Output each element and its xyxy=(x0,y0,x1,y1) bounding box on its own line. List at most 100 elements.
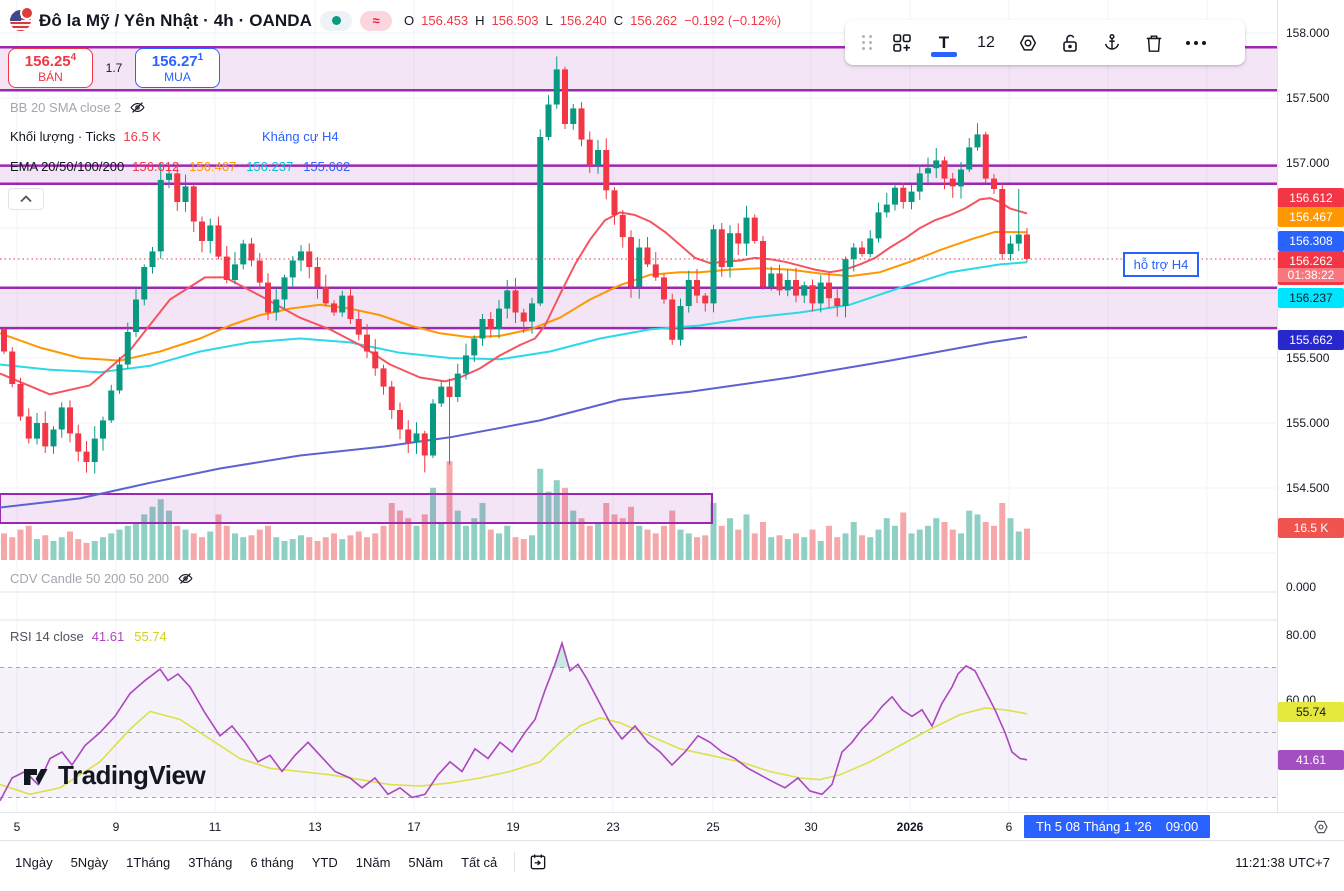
collapse-legend-button[interactable] xyxy=(8,188,44,210)
price-badge: 41.61 xyxy=(1278,750,1344,770)
volume-bar xyxy=(42,535,49,560)
volume-bar xyxy=(223,525,230,560)
candle-body xyxy=(644,247,651,265)
more-options-button[interactable] xyxy=(1175,25,1217,61)
candle-body xyxy=(25,416,32,439)
delete-button[interactable] xyxy=(1133,25,1175,61)
range-button-1năm[interactable]: 1Năm xyxy=(347,849,400,876)
candle-body xyxy=(50,429,57,447)
range-button-5ngày[interactable]: 5Ngày xyxy=(62,849,118,876)
chart-pane[interactable] xyxy=(0,0,1277,812)
volume-bar xyxy=(25,525,32,560)
range-button-1tháng[interactable]: 1Tháng xyxy=(117,849,179,876)
volume-bar xyxy=(487,529,494,560)
clock[interactable]: 11:21:38 UTC+7 xyxy=(1235,854,1330,870)
volume-bar xyxy=(529,535,535,560)
volume-bar xyxy=(628,506,634,560)
candle-body xyxy=(727,233,733,267)
text-color-button[interactable]: T xyxy=(923,25,965,61)
lock-button[interactable] xyxy=(1049,25,1091,61)
symbol-title[interactable]: Đô la Mỹ / Yên Nhật · 4h · OANDA xyxy=(39,10,313,30)
time-tick-label: 11 xyxy=(208,820,222,834)
legend-volume[interactable]: Khối lượng · Ticks 16.5 K xyxy=(10,129,161,144)
candle-body xyxy=(306,251,313,267)
price-badge: 156.612 xyxy=(1278,188,1344,208)
candle-body xyxy=(611,190,618,215)
support-h4-label[interactable]: hỗ trợ H4 xyxy=(1123,252,1199,277)
legend-bb[interactable]: BB 20 SMA close 2 xyxy=(10,99,146,116)
candle-body xyxy=(116,364,123,391)
price-badge: 156.237 xyxy=(1278,288,1344,308)
price-tick-label: 158.000 xyxy=(1286,26,1330,40)
time-axis-settings-button[interactable] xyxy=(1312,818,1330,841)
volume-bar xyxy=(116,529,123,560)
candle-body xyxy=(421,433,428,456)
legend-volume-title: Khối lượng · Ticks xyxy=(10,129,116,144)
range-button-1ngày[interactable]: 1Ngày xyxy=(6,849,62,876)
candle-body xyxy=(883,204,890,213)
volume-bar xyxy=(471,518,478,560)
gear-hexagon-icon xyxy=(1314,820,1328,834)
candle-body xyxy=(215,225,222,257)
volume-bar xyxy=(537,468,544,560)
volume-bar xyxy=(694,537,700,560)
sell-price: 156.254 xyxy=(24,52,77,71)
template-button[interactable] xyxy=(881,25,923,61)
settings-button[interactable] xyxy=(1007,25,1049,61)
volume-bar xyxy=(916,529,923,560)
market-status-pill[interactable] xyxy=(320,10,353,31)
candle-body xyxy=(1,329,7,352)
ohlc-value: 156.240 xyxy=(559,13,607,28)
volume-bar xyxy=(644,529,651,560)
candle-body xyxy=(760,241,766,287)
tradingview-logo[interactable]: TradingView xyxy=(22,760,206,791)
candle-body xyxy=(933,160,940,169)
toolbar-drag-handle[interactable] xyxy=(855,25,881,61)
candle-body xyxy=(355,319,362,335)
sell-button[interactable]: 156.254 BÁN xyxy=(8,48,93,88)
volume-bar xyxy=(75,539,82,560)
candle-body xyxy=(322,286,329,304)
legend-rsi[interactable]: RSI 14 close 41.61 55.74 xyxy=(10,629,167,644)
candle-body xyxy=(537,137,544,304)
spread-value: 1.7 xyxy=(105,61,123,75)
volume-bar xyxy=(421,514,428,560)
range-button-tất-cả[interactable]: Tất cả xyxy=(452,849,506,876)
candle-body xyxy=(743,217,750,244)
volume-bar xyxy=(306,537,313,560)
time-scale[interactable]: Th 5 08 Tháng 1 '26 09:00 5 9 11 13 17 19 23 25… xyxy=(0,812,1344,840)
time-tick-label: 17 xyxy=(407,820,421,834)
eye-off-icon[interactable] xyxy=(129,99,146,116)
volume-bar xyxy=(974,514,981,560)
price-scale[interactable]: 158.000 157.500 157.000 155.500 155.000 154.5… xyxy=(1277,0,1344,812)
volume-bar xyxy=(760,522,766,560)
candle-body xyxy=(619,215,626,238)
range-button-5năm[interactable]: 5Năm xyxy=(399,849,452,876)
font-size-button[interactable]: 12 xyxy=(965,25,1007,61)
legend-ema-values: 156.612 156.467 156.237 155.662 xyxy=(132,159,350,174)
unlock-icon xyxy=(1063,34,1077,52)
delayed-data-pill[interactable]: ≈ xyxy=(360,10,393,31)
last-bar-time-badge: Th 5 08 Tháng 1 '26 09:00 xyxy=(1024,815,1211,838)
resistance-h4-label[interactable]: Kháng cự H4 xyxy=(262,129,339,144)
legend-cdv[interactable]: CDV Candle 50 200 50 200 xyxy=(10,570,194,587)
candle-body xyxy=(471,338,478,356)
volume-bar xyxy=(652,533,659,560)
legend-ema[interactable]: EMA 20/50/100/200 156.612 156.467 156.237 1… xyxy=(10,159,350,174)
time-tick-label: 5 xyxy=(13,820,21,834)
go-to-date-button[interactable] xyxy=(523,848,553,876)
price-chart-canvas[interactable] xyxy=(0,0,1277,812)
buy-label: MUA xyxy=(164,69,191,84)
range-button-6-tháng[interactable]: 6 tháng xyxy=(241,849,302,876)
volume-bar xyxy=(240,537,247,560)
buy-button[interactable]: 156.271 MUA xyxy=(135,48,220,88)
volume-bar xyxy=(174,525,181,560)
range-button-3tháng[interactable]: 3Tháng xyxy=(179,849,241,876)
candle-body xyxy=(397,410,403,430)
volume-bar xyxy=(100,537,106,560)
eye-off-icon[interactable] xyxy=(177,570,194,587)
candle-body xyxy=(75,433,82,452)
anchor-button[interactable] xyxy=(1091,25,1133,61)
range-button-ytd[interactable]: YTD xyxy=(303,849,347,876)
price-badge: 156.262 01:38:22 xyxy=(1278,251,1344,285)
